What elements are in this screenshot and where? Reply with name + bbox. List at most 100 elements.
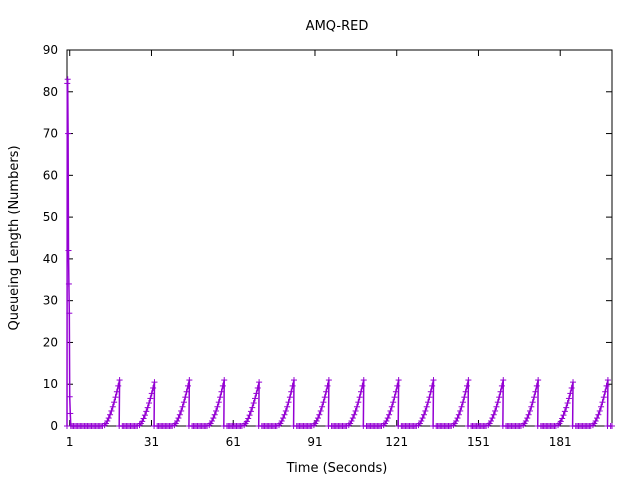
data-point <box>281 411 288 418</box>
x-tick-label: 1 <box>66 435 74 449</box>
data-point <box>148 390 155 397</box>
chart-title: AMQ-RED <box>306 19 369 34</box>
data-point <box>316 411 323 418</box>
data-point <box>323 388 330 395</box>
y-tick-label: 40 <box>43 252 58 266</box>
data-point <box>139 418 146 425</box>
data-point <box>290 377 297 384</box>
data-point <box>277 420 284 427</box>
data-point <box>321 394 328 401</box>
data-point <box>174 417 181 424</box>
data-point <box>451 420 458 427</box>
data-point <box>353 403 360 410</box>
data-point <box>65 130 72 137</box>
data-point <box>249 404 256 411</box>
data-point <box>285 399 292 406</box>
data-point <box>355 399 362 406</box>
y-axis: 0 10 20 30 40 50 60 70 80 90 <box>43 43 612 433</box>
data-point <box>256 379 263 386</box>
data-point <box>182 394 189 401</box>
data-point <box>66 393 73 400</box>
data-point <box>565 395 572 402</box>
data-point <box>141 412 148 419</box>
data-point <box>211 411 218 418</box>
data-point <box>535 377 542 384</box>
data-point <box>250 400 257 407</box>
data-point <box>568 384 575 391</box>
data-point <box>104 417 111 424</box>
y-tick-label: 50 <box>43 210 58 224</box>
data-point <box>108 407 115 414</box>
series-queue-length <box>64 76 615 429</box>
data-point <box>107 411 114 418</box>
data-point <box>391 394 398 401</box>
data-point <box>317 407 324 414</box>
data-point <box>426 394 433 401</box>
data-point <box>349 415 356 422</box>
data-point <box>532 388 539 395</box>
data-point <box>567 390 574 397</box>
data-point <box>359 382 366 389</box>
data-point <box>109 403 116 410</box>
data-point <box>144 404 151 411</box>
data-point <box>564 400 571 407</box>
data-point <box>360 377 367 384</box>
y-axis-label: Queueing Length (Numbers) <box>7 145 22 330</box>
data-point <box>67 410 74 417</box>
data-point <box>252 395 259 402</box>
data-point <box>102 420 109 427</box>
data-point <box>219 382 226 389</box>
data-point <box>418 417 425 424</box>
data-point <box>246 412 253 419</box>
data-point <box>147 395 154 402</box>
data-point <box>559 415 566 422</box>
data-point <box>529 399 536 406</box>
data-point <box>289 382 296 389</box>
data-point <box>392 388 399 395</box>
data-point <box>140 415 147 422</box>
data-point <box>525 411 532 418</box>
data-point <box>183 388 190 395</box>
plot-frame <box>66 49 613 427</box>
data-point <box>111 399 118 406</box>
data-point <box>594 415 601 422</box>
data-point <box>595 411 602 418</box>
data-point <box>66 310 73 317</box>
data-point <box>603 382 610 389</box>
data-point <box>284 403 291 410</box>
data-point <box>213 407 220 414</box>
data-point <box>500 377 507 384</box>
data-point <box>416 420 423 427</box>
data-point <box>490 411 497 418</box>
data-point <box>496 394 503 401</box>
data-point <box>351 411 358 418</box>
data-point <box>356 394 363 401</box>
data-point <box>458 403 465 410</box>
data-point <box>570 379 577 386</box>
x-tick-label: 61 <box>226 435 241 449</box>
y-tick-label: 70 <box>43 127 58 141</box>
data-point <box>390 399 397 406</box>
data-point <box>176 411 183 418</box>
series-line <box>66 79 612 427</box>
x-tick-label: 31 <box>144 435 159 449</box>
data-point <box>352 407 359 414</box>
data-point <box>419 415 426 422</box>
x-tick-label: 151 <box>467 435 490 449</box>
data-point <box>314 415 321 422</box>
data-point <box>430 377 437 384</box>
data-point <box>254 384 261 391</box>
data-point <box>454 415 461 422</box>
y-tick-label: 60 <box>43 168 58 182</box>
data-point <box>313 417 320 424</box>
data-point <box>151 379 158 386</box>
data-point <box>394 382 401 389</box>
data-point <box>386 411 393 418</box>
data-point <box>178 407 185 414</box>
data-point <box>427 388 434 395</box>
data-point <box>455 411 462 418</box>
data-point <box>150 384 157 391</box>
data-point <box>422 407 429 414</box>
data-point <box>184 382 191 389</box>
